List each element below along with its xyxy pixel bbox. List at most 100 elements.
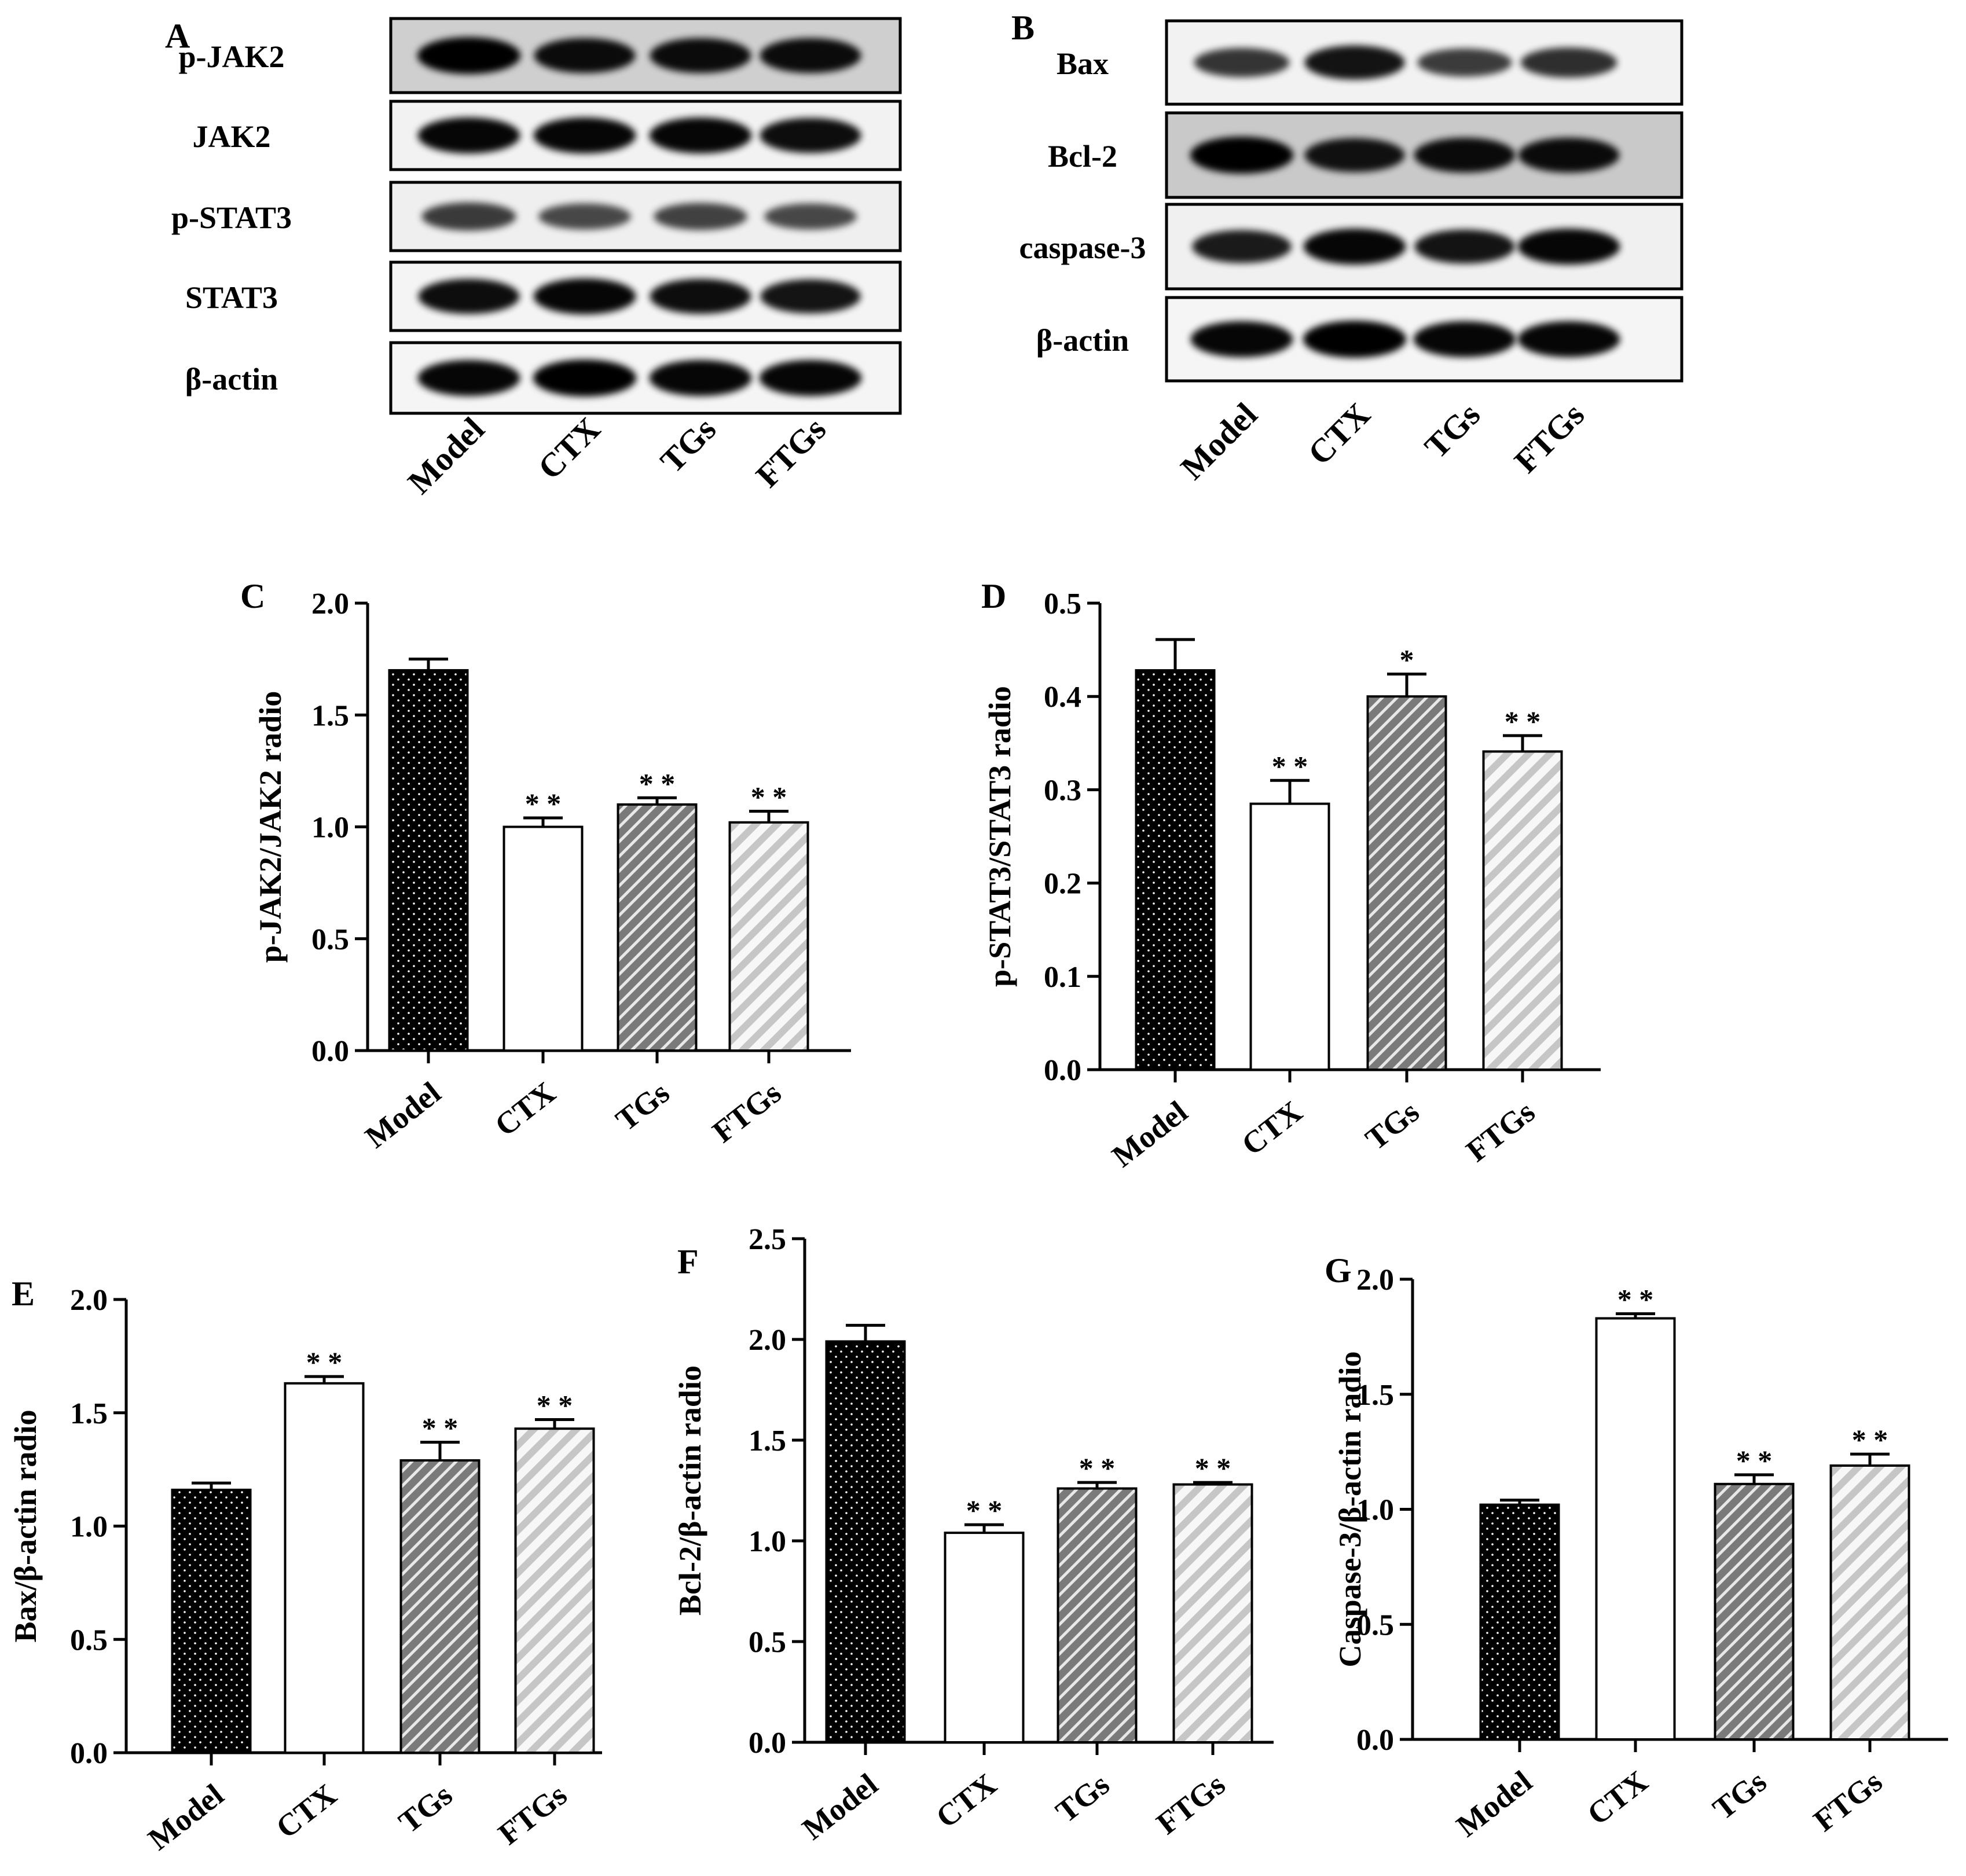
bar bbox=[284, 1382, 365, 1754]
western-blot-b: B Bax Bcl-2 caspase-3 β-actin Model CTX TGs FTGs bbox=[1011, 9, 1683, 487]
blot-band bbox=[649, 359, 752, 397]
significance-marker: * * bbox=[1736, 1444, 1773, 1477]
western-blot-a: Ap-JAK2 JAK2 p-STAT3 STAT3 β-actin Model CTX TG… bbox=[165, 17, 902, 501]
blot-band bbox=[1520, 47, 1617, 78]
blot-band bbox=[1190, 137, 1294, 174]
y-axis-label: Bax/β-actin radio bbox=[8, 1410, 43, 1643]
blot-band bbox=[649, 117, 752, 154]
blot-band bbox=[533, 278, 636, 315]
panel-label: A bbox=[165, 17, 190, 55]
blot-band bbox=[418, 278, 520, 314]
y-tick-label: 0.0 bbox=[1044, 1054, 1081, 1087]
y-tick-label: 0.3 bbox=[1044, 774, 1081, 807]
y-tick-label: 0.0 bbox=[1356, 1724, 1394, 1757]
y-tick-label: 1.0 bbox=[749, 1525, 786, 1558]
x-tick-label: Model bbox=[142, 1777, 230, 1857]
blot-band bbox=[1304, 138, 1405, 172]
y-tick-label: 1.5 bbox=[749, 1425, 786, 1458]
blot-row-label: Bcl-2 bbox=[1048, 139, 1117, 174]
chart-g: G 0.0 0.5 1.0 1.5 2.0 Caspase-3/β-actin radio M… bbox=[1325, 1251, 1948, 1844]
blot-band bbox=[1303, 228, 1406, 265]
significance-marker: * * bbox=[306, 1346, 343, 1378]
x-tick-label: Model bbox=[1450, 1764, 1539, 1844]
blot-row-label: p-JAK2 bbox=[178, 39, 284, 74]
lane-label: TGs bbox=[653, 410, 723, 480]
blot-band bbox=[1517, 228, 1620, 265]
x-tick-label: FTGs bbox=[1459, 1094, 1541, 1169]
x-tick-label: TGs bbox=[392, 1777, 459, 1840]
significance-marker: * * bbox=[525, 787, 562, 820]
panel-label: G bbox=[1325, 1251, 1352, 1290]
y-axis-label: p-JAK2/JAK2 radio bbox=[253, 691, 288, 963]
blot-band bbox=[1192, 230, 1292, 263]
x-tick-label: FTGs bbox=[492, 1777, 573, 1852]
significance-marker: * * bbox=[966, 1494, 1003, 1526]
significance-marker: * bbox=[1400, 644, 1414, 676]
blot-band bbox=[764, 203, 857, 230]
blot-band bbox=[1303, 321, 1407, 358]
blot-band bbox=[1413, 321, 1516, 358]
blot-band bbox=[534, 38, 636, 74]
chart-f: F 0.0 0.5 1.0 1.5 2.0 2.5 Bcl-2/β-actin radio Mo… bbox=[673, 1223, 1274, 1846]
y-tick-label: 1.0 bbox=[311, 812, 349, 845]
blot-band bbox=[760, 38, 861, 74]
significance-marker: * * bbox=[751, 780, 787, 813]
y-tick-label: 2.0 bbox=[70, 1284, 108, 1317]
y-tick-label: 0.0 bbox=[70, 1737, 108, 1770]
y-axis-label: Caspase-3/β-actin radio bbox=[1333, 1352, 1367, 1668]
blot-band bbox=[759, 359, 862, 397]
blot-band bbox=[1518, 137, 1620, 173]
blot-band bbox=[1190, 321, 1293, 358]
bar bbox=[1595, 1317, 1676, 1741]
lane-label: CTX bbox=[1301, 395, 1378, 472]
lane-label: Model bbox=[1173, 395, 1265, 487]
bar bbox=[1479, 1503, 1560, 1741]
x-tick-label: TGs bbox=[609, 1075, 676, 1137]
bar bbox=[502, 825, 584, 1052]
y-tick-label: 0.0 bbox=[749, 1727, 786, 1760]
x-tick-label: CTX bbox=[489, 1075, 562, 1143]
bar bbox=[1135, 669, 1216, 1071]
blot-row-label: β-actin bbox=[185, 362, 278, 397]
y-tick-label: 2.5 bbox=[749, 1223, 786, 1256]
significance-marker: * * bbox=[1195, 1452, 1231, 1484]
x-tick-label: Model bbox=[359, 1075, 448, 1155]
blot-row-label: p-STAT3 bbox=[171, 200, 292, 235]
bar bbox=[1829, 1464, 1910, 1741]
blot-row-label: JAK2 bbox=[193, 119, 271, 154]
x-tick-label: Model bbox=[1106, 1094, 1194, 1174]
blot-band bbox=[1304, 45, 1405, 80]
lane-label: Model bbox=[401, 410, 492, 501]
bar bbox=[1172, 1483, 1253, 1744]
significance-marker: * * bbox=[639, 767, 676, 799]
bar bbox=[728, 821, 809, 1052]
blot-band bbox=[760, 279, 861, 314]
blot-band bbox=[654, 203, 747, 230]
x-tick-label: Model bbox=[796, 1767, 885, 1846]
blot-band bbox=[421, 202, 516, 231]
blot-band bbox=[650, 38, 751, 74]
x-tick-label: TGs bbox=[1706, 1764, 1773, 1826]
bar bbox=[388, 669, 469, 1052]
y-tick-label: 0.5 bbox=[70, 1624, 108, 1657]
blot-band bbox=[538, 203, 631, 230]
bar bbox=[514, 1427, 595, 1754]
chart-d: D 0.0 0.1 0.2 0.3 0.4 0.5 p-STAT3/STAT3 radio Mo… bbox=[981, 577, 1601, 1174]
panel-label: B bbox=[1011, 9, 1035, 47]
blot-band bbox=[1517, 321, 1620, 358]
significance-marker: * * bbox=[1505, 705, 1541, 737]
y-tick-label: 1.5 bbox=[70, 1397, 108, 1430]
y-tick-label: 0.2 bbox=[1044, 868, 1081, 901]
y-tick-label: 0.1 bbox=[1044, 961, 1081, 994]
significance-marker: * * bbox=[1272, 750, 1308, 782]
lane-label: FTGs bbox=[749, 410, 833, 494]
significance-marker: * * bbox=[1852, 1423, 1888, 1456]
blot-row-label: Bax bbox=[1057, 46, 1109, 81]
bar bbox=[617, 803, 698, 1052]
x-tick-label: FTGs bbox=[706, 1075, 787, 1150]
x-tick-label: CTX bbox=[1235, 1094, 1309, 1162]
panel-label: D bbox=[981, 577, 1006, 615]
bar bbox=[825, 1340, 906, 1743]
blot-band bbox=[533, 117, 636, 154]
significance-marker: * * bbox=[1079, 1452, 1116, 1484]
